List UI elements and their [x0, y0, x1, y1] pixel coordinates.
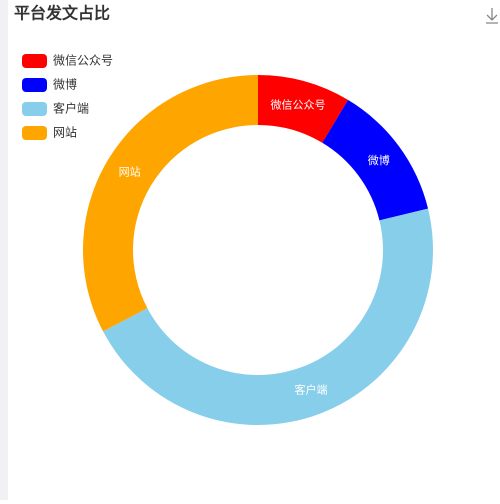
download-icon[interactable]	[486, 8, 498, 24]
legend-label: 微博	[53, 77, 77, 92]
legend-label: 网站	[53, 126, 77, 140]
slice	[82, 75, 258, 332]
legend-label: 微信公众号	[53, 54, 113, 68]
chart-title: 平台发文占比	[14, 4, 110, 23]
slice	[322, 99, 429, 221]
slice-label: 微信公众号	[271, 97, 326, 111]
side-strip	[0, 0, 8, 500]
slice-label: 客户端	[295, 382, 328, 396]
legend-swatch	[22, 102, 47, 116]
download-glyph[interactable]	[486, 8, 498, 24]
legend-swatch	[22, 126, 47, 140]
legend-swatch	[22, 78, 47, 92]
legend-swatch	[22, 54, 47, 68]
slice	[103, 208, 433, 426]
slice-label: 网站	[119, 164, 141, 178]
slice	[258, 75, 349, 143]
slice-label: 微博	[368, 153, 390, 167]
legend-label: 客户端	[53, 101, 89, 116]
